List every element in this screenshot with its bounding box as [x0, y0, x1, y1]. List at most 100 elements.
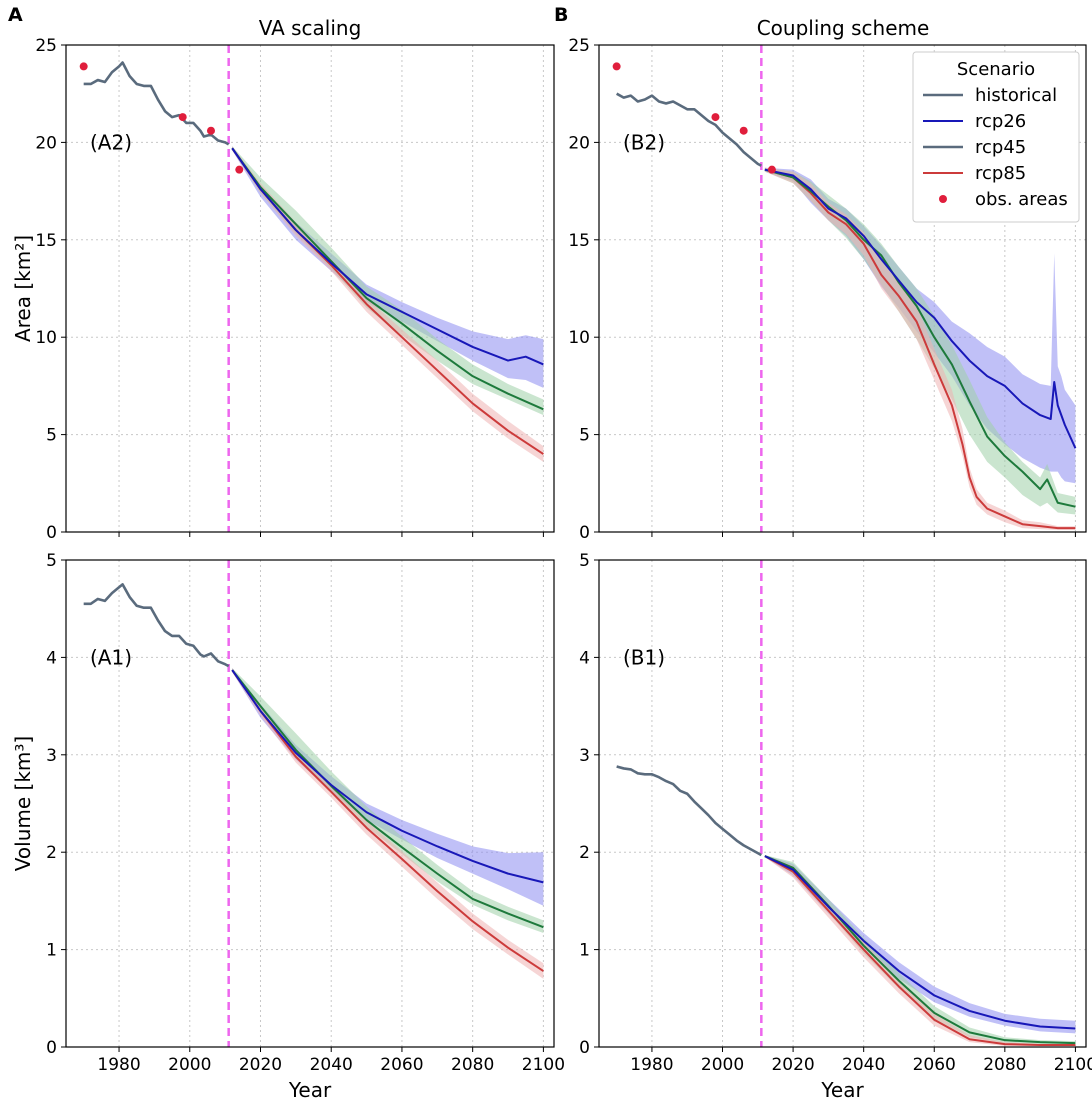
- panel-label: (B2): [623, 130, 665, 154]
- axes-frame: [65, 44, 555, 533]
- y-tick-label: 10: [568, 328, 590, 348]
- series-line-rcp45: [764, 168, 1076, 508]
- y-tick-label: 15: [568, 231, 590, 251]
- series-line-rcp45: [231, 147, 544, 411]
- y-tick-label: 3: [579, 746, 590, 766]
- panel-letter-a: A: [8, 4, 23, 26]
- band-rcp45: [232, 146, 544, 416]
- y-tick-label: 1: [579, 941, 590, 961]
- panel-b1: 1980 2000 2020 2040 2060 2080 2100 0 1 2 3 4 5 (B1) Ye…: [579, 551, 1092, 1102]
- y-tick-label: 0: [46, 523, 57, 543]
- gridlines: [66, 559, 554, 1048]
- y-axis-label: Area [km²]: [11, 235, 35, 342]
- y-tick-label: 25: [568, 36, 590, 56]
- historical-line: [83, 61, 230, 146]
- x-tick-label: 2060: [380, 1055, 423, 1075]
- axes-frame: [598, 559, 1087, 1048]
- gridlines: [599, 559, 1086, 1048]
- legend-label: obs. areas: [975, 189, 1068, 210]
- y-tick-label: 10: [35, 328, 57, 348]
- series-line-rcp85: [764, 168, 1076, 530]
- legend-label: rcp45: [975, 137, 1026, 158]
- plot-area: [616, 560, 1076, 1047]
- x-tick-label: 2020: [771, 1055, 814, 1075]
- y-tick-label: 5: [46, 426, 57, 446]
- obs-area-point: [79, 62, 88, 71]
- x-tick-label: 2040: [842, 1055, 885, 1075]
- x-tick-label: 2020: [239, 1055, 282, 1075]
- plot-area: [79, 45, 544, 532]
- legend-label: historical: [975, 85, 1057, 106]
- band-rcp26: [232, 668, 544, 906]
- legend-label: rcp26: [975, 111, 1026, 132]
- gridlines: [66, 44, 554, 533]
- band-rcp85: [232, 668, 544, 979]
- series-line-rcp26: [764, 855, 1076, 1030]
- x-tick-label: 2060: [913, 1055, 956, 1075]
- panel-b2: 0 5 10 15 20 25 (B2): [568, 36, 1087, 543]
- band-rcp26: [232, 146, 544, 388]
- x-tick-label: 1980: [630, 1055, 673, 1075]
- historical-line: [83, 583, 230, 668]
- y-tick-label: 5: [46, 551, 57, 571]
- obs-area-point: [235, 165, 244, 174]
- x-tick-label: 1980: [97, 1055, 140, 1075]
- x-tick-label: 2000: [168, 1055, 211, 1075]
- y-tick-label: 0: [579, 1038, 590, 1058]
- series-line-rcp26: [231, 669, 544, 884]
- obs-area-point: [178, 113, 187, 122]
- y-tick-label: 25: [35, 36, 57, 56]
- x-axis-label: Year: [820, 1078, 864, 1102]
- y-tick-label: 20: [568, 133, 590, 153]
- panel-label: (B1): [623, 645, 665, 669]
- panel-letter-b: B: [554, 4, 568, 26]
- series-line-rcp45: [764, 855, 1076, 1045]
- x-tick-label: 2080: [983, 1055, 1026, 1075]
- x-axis-label: Year: [288, 1078, 332, 1102]
- legend: Scenario historical rcp26 rcp45 rcp85 obs. ar…: [912, 51, 1080, 223]
- y-axis-label: Volume [km³]: [11, 736, 35, 871]
- obs-area-point: [739, 126, 748, 135]
- obs-area-point: [767, 165, 776, 174]
- obs-area-point: [711, 113, 720, 122]
- historical-line: [616, 92, 762, 167]
- column-title-va-scaling: VA scaling: [259, 16, 362, 40]
- panel-label: (A1): [90, 645, 132, 669]
- series-line-rcp26: [231, 147, 544, 366]
- obs-area-point: [612, 62, 621, 71]
- series-line-rcp85: [764, 855, 1076, 1047]
- series-line-rcp45: [231, 669, 544, 929]
- series-line-rcp26: [764, 168, 1077, 449]
- y-tick-label: 15: [35, 231, 57, 251]
- plot-area: [612, 45, 1077, 532]
- legend-swatch-obs: [939, 195, 947, 203]
- y-tick-label: 1: [46, 941, 57, 961]
- y-tick-label: 0: [579, 523, 590, 543]
- y-tick-label: 4: [46, 648, 57, 668]
- y-tick-label: 3: [46, 746, 57, 766]
- legend-label: rcp85: [975, 163, 1026, 184]
- obs-area-point: [206, 126, 215, 135]
- axes-frame: [598, 44, 1087, 533]
- x-tick-label: 2040: [310, 1055, 353, 1075]
- column-title-coupling-scheme: Coupling scheme: [757, 16, 930, 40]
- y-tick-label: 2: [46, 843, 57, 863]
- band-rcp45: [232, 668, 544, 934]
- historical-line: [616, 765, 762, 857]
- x-tick-label: 2100: [1054, 1055, 1092, 1075]
- x-tick-label: 2000: [701, 1055, 744, 1075]
- y-tick-label: 4: [579, 648, 590, 668]
- panel-a1: 1980 2000 2020 2040 2060 2080 2100 0 1 2 3 4 5 (A1) Ye…: [11, 551, 565, 1102]
- y-tick-label: 5: [579, 551, 590, 571]
- series-line-rcp85: [231, 669, 544, 972]
- y-tick-label: 20: [35, 133, 57, 153]
- plot-area: [83, 560, 544, 1047]
- band-rcp85: [232, 146, 544, 462]
- y-tick-label: 0: [46, 1038, 57, 1058]
- y-tick-label: 2: [579, 843, 590, 863]
- y-tick-label: 5: [579, 426, 590, 446]
- x-tick-label: 2100: [522, 1055, 565, 1075]
- panel-label: (A2): [90, 130, 132, 154]
